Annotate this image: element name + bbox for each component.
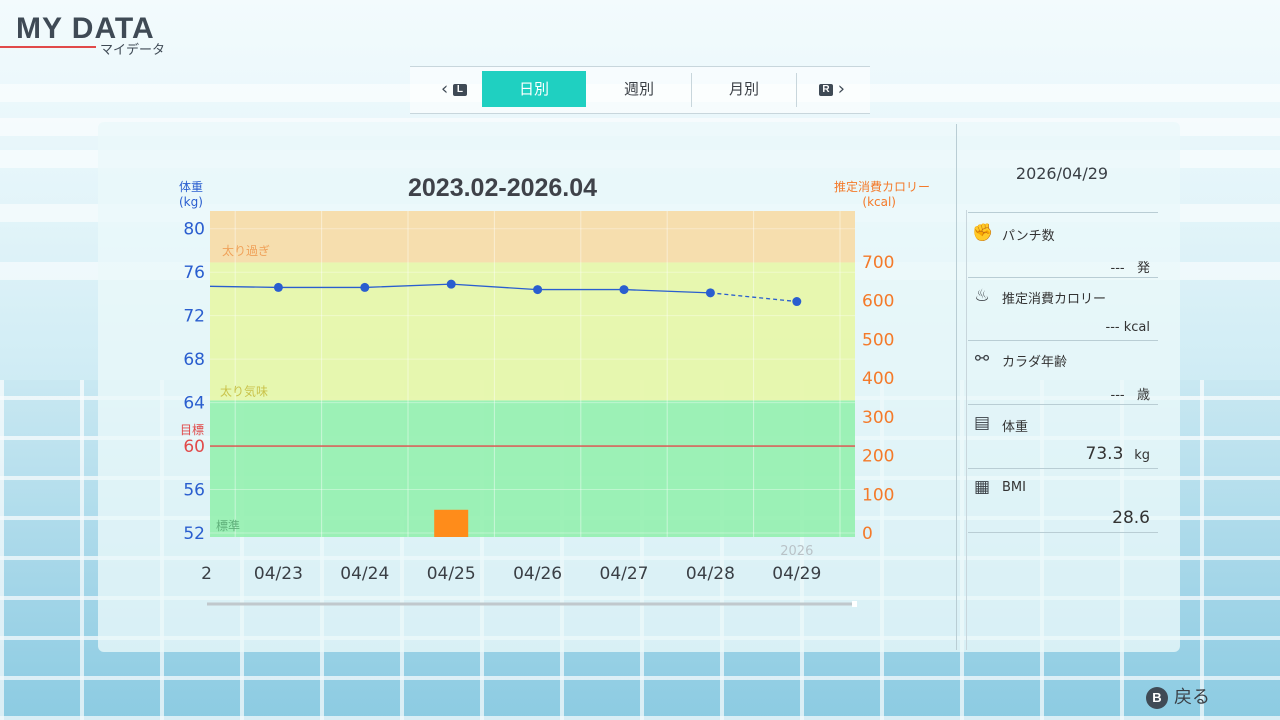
target-label: 目標 [180,423,204,437]
right-axis-tick: 700 [862,253,894,273]
left-axis-tick: 56 [183,481,205,501]
back-button[interactable]: B 戻る [1146,683,1210,709]
body-age-value: --- 歳 [1110,388,1151,403]
zone-slightly-over [210,262,855,401]
tab-daily[interactable]: 日別 [482,71,586,107]
scale-icon: ▤ [973,413,991,433]
weight-point [619,285,629,295]
left-axis-tick: 72 [183,307,205,327]
prev-tab-button[interactable]: ‹ L [424,71,484,107]
panel-divider [966,210,967,650]
left-axis-tick: 68 [183,350,205,370]
x-axis-tick: 04/27 [600,564,649,584]
side-divider [968,212,1158,213]
weight-point [792,297,802,307]
right-axis-tick: 100 [862,485,894,505]
left-axis-title-line2: (kg) [179,195,203,209]
l-button-icon: L [452,83,467,96]
flame-icon: ♨ [974,286,990,306]
left-axis-tick: 76 [183,263,205,283]
chevron-left-icon: ‹ [441,78,449,100]
x-axis-tick: 04/26 [513,564,562,584]
bmi-value: 28.6 [1112,508,1150,528]
punch-count-value: --- 発 [1110,261,1151,276]
weight-point [705,288,715,298]
weight-point [446,279,456,289]
zone-label-standard: 標準 [216,518,240,533]
right-axis-tick: 600 [862,292,894,312]
punch-icon: ✊ [972,223,994,243]
page-subtitle: マイデータ [100,43,166,58]
weight-point [360,282,370,292]
zone-over [210,211,855,263]
x-axis-tick: 04/24 [340,564,389,584]
body-age-label: カラダ年齢 [1002,355,1068,370]
next-tab-button[interactable]: R › [802,71,862,107]
tab-divider [691,73,692,107]
calorie-bar [434,509,469,537]
panel-divider [956,124,957,650]
right-axis-title-line1: 推定消費カロリー [833,180,930,194]
left-axis-tick: 64 [183,394,205,414]
period-tab-bar: ‹ L 日別 週別 月別 R › [410,66,870,114]
calculator-icon: ▦ [973,477,991,497]
left-axis-title: 体重 (kg) [179,180,203,210]
right-axis-tick: 0 [862,524,873,544]
calorie-label: 推定消費カロリー [1002,292,1107,307]
tab-divider [796,73,797,107]
right-axis-tick: 500 [862,330,894,350]
tab-monthly[interactable]: 月別 [728,80,759,98]
x-axis-tick: 04/29 [772,564,821,584]
selected-date: 2026/04/29 [1015,164,1109,183]
r-button-icon: R [819,83,833,96]
left-axis-title-line1: 体重 [179,180,204,194]
side-divider [968,404,1158,405]
side-divider [968,277,1158,278]
x-axis-tick: 2 [201,564,212,584]
b-button-icon: B [1146,687,1168,709]
right-axis-title: 推定消費カロリー (kcal) [825,180,930,210]
calorie-value: --- kcal [1105,320,1150,335]
muscle-icon: ⚯ [974,349,990,369]
header-accent-line [0,46,96,48]
right-axis-title-line2: (kcal) [862,195,896,209]
right-axis-tick: 200 [862,447,894,467]
bmi-label: BMI [1002,480,1026,495]
side-divider [968,468,1158,469]
weight-point [273,282,283,292]
side-divider [968,340,1158,341]
weight-point [533,285,543,295]
x-axis-tick: 04/25 [427,564,476,584]
zone-standard [210,400,855,537]
left-axis-tick: 52 [183,524,205,544]
tab-weekly[interactable]: 週別 [623,80,654,98]
x-axis-tick: 04/28 [686,564,735,584]
left-axis-tick: 80 [183,220,205,240]
chart-scrollbar-thumb [852,601,857,607]
page-title: MY DATA [16,12,155,45]
punch-count-label: パンチ数 [1002,229,1055,244]
right-axis-tick: 400 [862,369,894,389]
left-axis-tick: 60 [183,437,205,457]
weight-line-projection [710,292,797,303]
back-label: 戻る [1174,687,1210,708]
chevron-right-icon: › [837,78,845,100]
chart-title: 2023.02-2026.04 [408,174,598,202]
year-label: 2026 [780,544,813,559]
zone-label-over: 太り過ぎ [222,243,270,258]
zone-label-slightly: 太り気味 [220,383,268,398]
weight-label: 体重 [1002,420,1029,435]
x-axis-tick: 04/23 [254,564,303,584]
weight-value: 73.3 kg [1085,444,1150,464]
side-divider [968,532,1158,533]
right-axis-tick: 300 [862,408,894,428]
